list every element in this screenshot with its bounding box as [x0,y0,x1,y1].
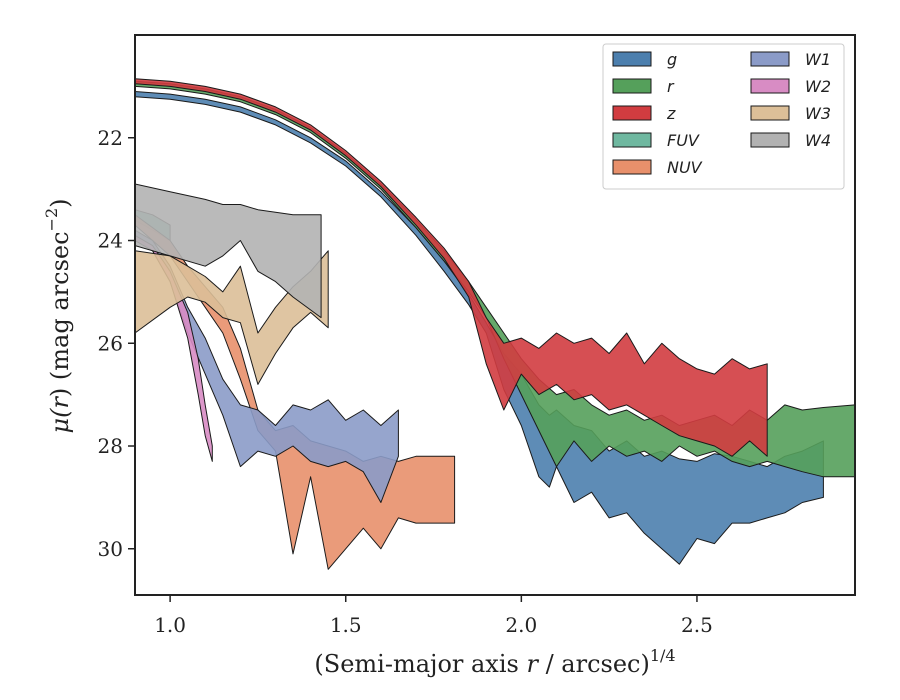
x-tick-label: 1.0 [154,613,186,637]
legend-label-r: r [667,77,675,96]
legend-swatch-w4 [750,132,790,148]
series-band-z [135,78,768,457]
y-tick-label: 28 [98,434,123,458]
x-axis-label: (Semi-major axis r / arcsec)1/4 [314,646,675,678]
series-band-w1 [135,229,399,503]
legend-swatch-g [612,51,652,67]
x-tick-label: 2.0 [505,613,537,637]
series-band-w3 [135,250,329,385]
axes-frame [134,34,856,596]
legend-label-w2: W2 [805,77,831,96]
y-axis: 22 24 26 28 30 [98,126,135,561]
legend-swatch-fuv [612,132,652,148]
y-axis-label: μ(r) (mag arcsec−2) [42,198,74,433]
legend-swatch-w2 [750,78,790,94]
legend-label-z: z [666,104,676,123]
x-tick-label: 2.5 [681,613,713,637]
x-tick-label: 1.5 [330,613,362,637]
y-tick-label: 30 [98,537,123,561]
legend: grz FUV NUV W1 W2 W3 W4 [602,43,845,190]
legend-label-fuv: FUV [667,131,700,150]
legend-swatch-w1 [750,51,790,67]
legend-swatch-r [612,78,652,94]
x-axis: 1.0 1.5 2.0 2.5 [154,595,713,637]
y-tick-label: 24 [98,229,123,253]
y-tick-label: 22 [98,126,123,150]
plot-area [134,34,856,596]
legend-label-w4: W4 [805,131,831,150]
series-layer [135,78,855,570]
series-band-w4 [135,183,322,319]
legend-swatch-nuv [612,159,652,175]
legend-swatch-w3 [750,105,790,121]
legend-label-g: g [667,50,677,69]
legend-swatch-z [612,105,652,121]
legend-label-w1: W1 [805,50,831,69]
y-tick-label: 26 [98,331,123,355]
legend-label-nuv: NUV [667,158,703,177]
legend-label-w3: W3 [805,104,831,123]
